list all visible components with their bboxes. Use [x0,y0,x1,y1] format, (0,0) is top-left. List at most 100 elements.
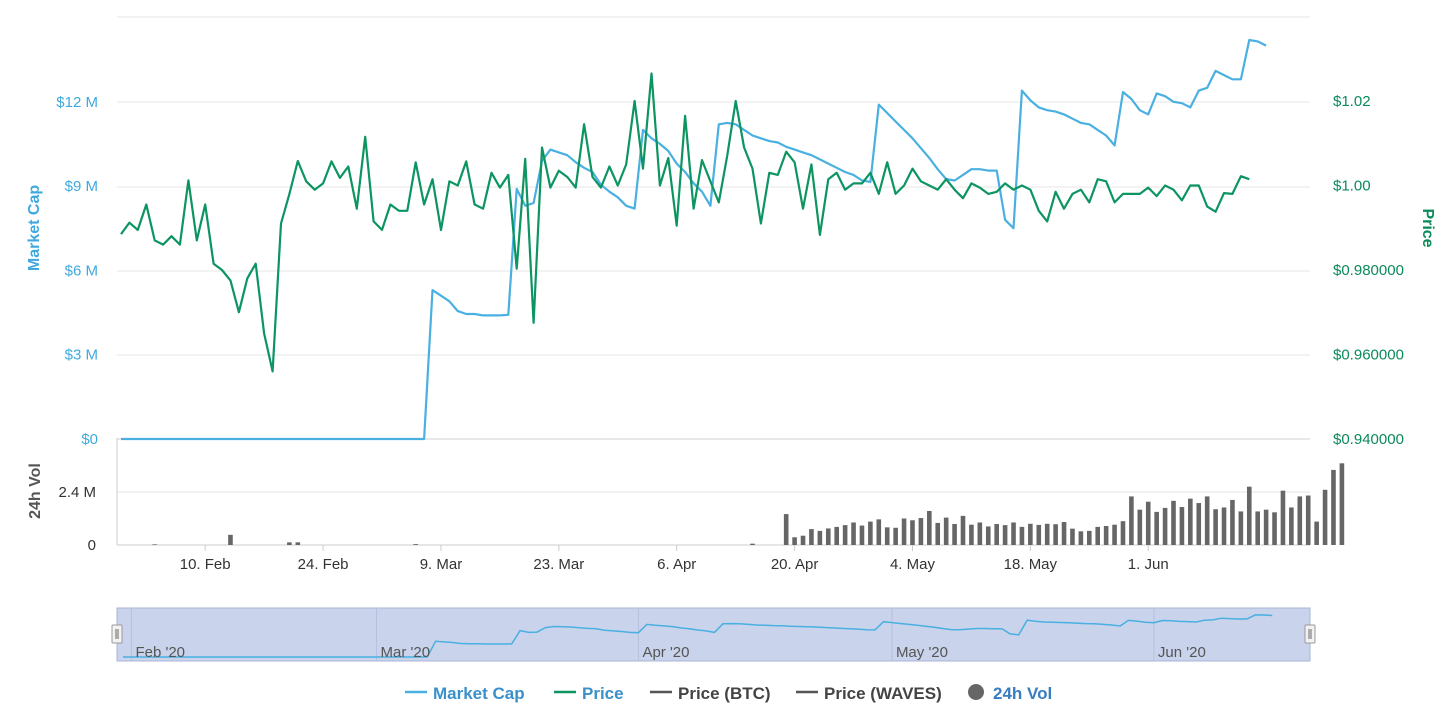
volume-bar [1036,524,1042,545]
market-cap-tick-label: $12 M [56,94,98,111]
volume-bar [413,544,418,545]
volume-bar [792,537,797,545]
legend-item-price-btc[interactable]: Price (BTC) [650,684,771,703]
volume-bar [1162,507,1168,545]
volume-bar [152,544,157,545]
volume-axis-ticks: 0 2.4 M [58,484,96,554]
volume-bar [1238,511,1244,545]
volume-bars [152,463,1345,545]
volume-bar [960,515,966,545]
volume-bar [809,529,814,545]
market-cap-tick-label: $0 [81,431,98,448]
volume-bar [1339,463,1345,545]
volume-bar [1289,507,1294,545]
legend-item-24h-vol[interactable]: 24h Vol [968,684,1052,703]
volume-bar [943,517,949,545]
navigator-gridlines [130,608,1155,661]
volume-bar [927,510,932,545]
legend-item-price-waves[interactable]: Price (WAVES) [796,684,942,703]
volume-bar [1019,526,1025,545]
volume-bar [893,527,898,545]
volume-bar [1196,503,1202,545]
market-cap-line [121,38,1267,441]
volume-bar [817,530,823,545]
market-cap-tick-label: $3 M [65,347,98,364]
volume-bar [1145,501,1151,545]
market-cap-tick-label: $9 M [65,178,98,195]
volume-bar [935,522,941,545]
volume-bar [1070,528,1075,545]
volume-bar [1120,521,1126,545]
volume-bar [228,534,233,545]
volume-bar [1053,524,1058,545]
volume-bar [842,525,848,545]
volume-bar [1179,507,1185,545]
volume-bar [750,543,755,545]
volume-bar [1213,509,1218,545]
price-tick-label: $0.980000 [1333,262,1404,279]
volume-bar [994,524,999,545]
volume-bar [1204,496,1210,545]
volume-bar [1078,531,1084,545]
volume-bar [1280,490,1286,545]
volume-tick-label: 0 [88,537,96,554]
price-line [120,72,1250,373]
volume-bar [876,519,882,545]
date-tick-label: 9. Mar [420,556,463,573]
volume-bar [1087,530,1092,545]
volume-bar [1255,511,1260,545]
volume-bar [1331,469,1336,545]
date-tick-label: 1. Jun [1128,556,1169,573]
navigator-label: Jun '20 [1158,644,1206,661]
volume-bar [1188,498,1193,545]
volume-bar [1272,512,1277,545]
navigator-right-handle[interactable] [1304,624,1316,644]
volume-bar [1221,507,1227,545]
volume-bar [1061,522,1067,545]
volume-bar [1028,523,1033,545]
volume-bar [859,525,865,545]
date-tick-label: 23. Mar [533,556,584,573]
date-tick-label: 10. Feb [180,556,231,573]
navigator-selection[interactable] [117,608,1310,661]
volume-bar [1002,525,1008,545]
date-tick-label: 20. Apr [771,556,819,573]
volume-bar [1246,486,1252,545]
legend-label: 24h Vol [993,684,1052,703]
price-axis-ticks: $0.940000 $0.960000 $0.980000 $1.00 $1.02 [1333,93,1404,448]
volume-bar [1230,499,1235,545]
market-cap-tick-label: $6 M [65,262,98,279]
volume-bar [1263,509,1269,545]
legend-label: Price (BTC) [678,684,771,703]
volume-bar [1095,526,1101,545]
volume-bar [851,522,856,545]
volume-bar [1103,526,1109,545]
date-tick-label: 18. May [1004,556,1058,573]
market-cap-axis-title: Market Cap [26,185,43,271]
volume-bar [1154,511,1159,545]
volume-gridlines [116,438,1310,546]
date-axis-ticks: 10. Feb 24. Feb 9. Mar 23. Mar 6. Apr 20. Apr… [180,545,1169,573]
volume-axis-title: 24h Vol [27,463,44,519]
volume-bar [952,524,957,545]
price-tick-label: $0.960000 [1333,347,1404,364]
volume-bar [1305,495,1311,545]
volume-bar [985,526,991,545]
legend-item-price[interactable]: Price [554,684,624,703]
date-tick-label: 6. Apr [657,556,696,573]
legend-label: Market Cap [433,684,525,703]
volume-bar [1322,489,1328,545]
navigator[interactable]: Feb '20 Mar '20 Apr '20 May '20 Jun '20 [111,607,1316,662]
volume-bar [1137,509,1143,545]
price-tick-label: $1.00 [1333,178,1371,195]
volume-bar [1314,521,1319,545]
volume-bar [1171,500,1176,545]
volume-bar [1112,524,1117,545]
navigator-left-handle[interactable] [111,624,123,644]
legend-item-market-cap[interactable]: Market Cap [405,684,525,703]
navigator-label: Apr '20 [642,644,689,661]
volume-bar [884,527,890,545]
legend: Market Cap Price Price (BTC) Price (WAVE… [405,684,1052,703]
navigator-labels: Feb '20 Mar '20 Apr '20 May '20 Jun '20 [135,644,1205,661]
